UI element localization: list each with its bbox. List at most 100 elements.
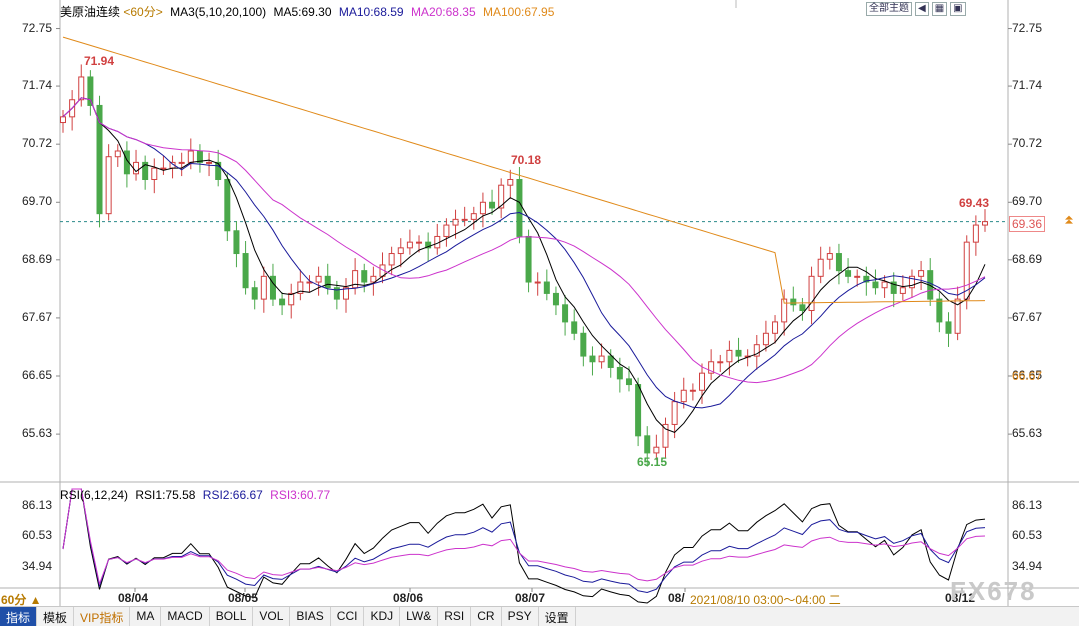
- ma100-tag: 66.67: [1012, 369, 1043, 383]
- settings-icon[interactable]: ▣: [950, 2, 966, 16]
- indicator-tab[interactable]: CR: [471, 607, 502, 626]
- candle-body: [562, 304, 569, 323]
- grid-icon[interactable]: ▦: [931, 2, 948, 16]
- rsi-legend: RSI(6,12,24) RSI1:75.58 RSI2:66.67 RSI3:…: [60, 488, 334, 502]
- indicator-tab[interactable]: RSI: [438, 607, 472, 626]
- high-annotation-3: 69.43: [959, 196, 990, 210]
- nav-left-icon[interactable]: ◀: [915, 2, 929, 16]
- candle-body: [680, 389, 687, 403]
- candle-body: [470, 213, 477, 220]
- indicator-tab[interactable]: CCI: [331, 607, 365, 626]
- price-tick-label-right: 70.72: [1012, 136, 1043, 151]
- candle-body: [498, 184, 505, 209]
- price-tick-label-right: 67.67: [1012, 309, 1043, 324]
- indicator-tab[interactable]: BIAS: [290, 607, 331, 626]
- candle-body: [142, 161, 149, 180]
- symbol-label[interactable]: 美原油连续: [60, 5, 121, 19]
- candle-body: [625, 378, 632, 386]
- price-tick-label-right: 71.74: [1012, 78, 1043, 93]
- indicator-tab[interactable]: MACD: [161, 607, 210, 626]
- price-tick-label: 67.67: [22, 309, 53, 324]
- ma5-line: [62, 97, 986, 433]
- candle-body: [890, 281, 897, 294]
- indicator-tab[interactable]: 设置: [539, 607, 576, 626]
- candle-body: [662, 423, 669, 448]
- price-chart[interactable]: [0, 0, 1079, 606]
- candle-body: [826, 253, 833, 260]
- date-tick-label: 08/07: [515, 591, 546, 605]
- current-price-tag: 69.36: [1009, 216, 1046, 232]
- candle-body: [607, 355, 614, 368]
- candle-body: [790, 298, 797, 306]
- indicator-tab[interactable]: MA: [130, 607, 162, 626]
- rsi1-line: [62, 488, 986, 604]
- theme-select-button[interactable]: 全部主题: [866, 2, 912, 16]
- date-tick-label: 08/12: [945, 591, 976, 605]
- rsi1-value: RSI1:75.58: [135, 488, 196, 502]
- candle-body: [160, 167, 167, 170]
- candle-body: [726, 349, 733, 363]
- candle-body: [817, 258, 824, 277]
- price-tick-label: 71.74: [22, 78, 53, 93]
- indicator-tab[interactable]: 模板: [37, 607, 75, 626]
- period-label[interactable]: <60分>: [123, 5, 163, 19]
- candle-body: [242, 253, 249, 289]
- indicator-tab[interactable]: LW&: [400, 607, 439, 626]
- price-tick-label-right: 69.70: [1012, 194, 1043, 209]
- period-button[interactable]: 60分 ▲: [1, 593, 42, 607]
- candle-body: [954, 298, 961, 334]
- candle-body: [96, 104, 103, 215]
- candle-body: [452, 218, 459, 226]
- price-tick-label: 68.69: [22, 251, 53, 266]
- candle-body: [635, 384, 642, 437]
- rsi-tick-label-right: 60.53: [1012, 528, 1043, 543]
- candle-body: [87, 76, 94, 106]
- candle-body: [580, 332, 587, 357]
- candle-body: [123, 150, 130, 175]
- candle-body: [251, 287, 258, 300]
- indicator-tab[interactable]: VIP指标: [74, 607, 131, 626]
- rsi-tick-label-right: 86.13: [1012, 497, 1043, 512]
- candle-body: [297, 281, 304, 294]
- candle-body: [589, 355, 596, 363]
- candle-body: [936, 298, 943, 323]
- chart-legend: 美原油连续 <60分> MA3(5,10,20,100) MA5:69.30 M…: [60, 3, 558, 20]
- candle-body: [479, 201, 486, 215]
- ma10-value: MA10:68.59: [338, 5, 404, 19]
- candle-body: [653, 446, 660, 454]
- candle-body: [516, 178, 523, 237]
- candle-body: [507, 178, 514, 186]
- chart-toolbar: 全部主题 ◀ ▦ ▣: [866, 2, 966, 16]
- indicator-tab[interactable]: BOLL: [210, 607, 254, 626]
- candle-body: [288, 292, 295, 306]
- candle-body: [945, 321, 952, 334]
- candle-body: [206, 161, 213, 164]
- rsi-tick-label: 34.94: [22, 559, 53, 574]
- indicator-tab[interactable]: 指标: [0, 607, 38, 626]
- candle-body: [224, 178, 231, 232]
- candle-body: [699, 372, 706, 391]
- ma5-value: MA5:69.30: [273, 5, 332, 19]
- rsi-title[interactable]: RSI(6,12,24): [60, 488, 129, 502]
- candle-body: [461, 218, 468, 221]
- rsi2-value: RSI2:66.67: [202, 488, 263, 502]
- date-tick-label: 08/04: [118, 591, 149, 605]
- candle-body: [388, 253, 395, 266]
- indicator-tab[interactable]: PSY: [502, 607, 539, 626]
- candle-body: [781, 298, 788, 323]
- candle-body: [279, 298, 286, 306]
- indicator-tab[interactable]: VOL: [253, 607, 291, 626]
- indicator-tab[interactable]: KDJ: [364, 607, 401, 626]
- ma-config-label[interactable]: MA3(5,10,20,100): [170, 5, 267, 19]
- arrow-up-icon: [1065, 219, 1073, 224]
- rsi2-line: [62, 488, 986, 594]
- candle-body: [534, 281, 541, 284]
- ma100-line: [62, 36, 986, 304]
- price-tick-label-right: 65.63: [1012, 426, 1043, 441]
- high-annotation-1: 71.94: [84, 54, 115, 68]
- high-annotation-2: 70.18: [511, 153, 542, 167]
- candle-body: [918, 270, 925, 277]
- candle-body: [269, 275, 276, 300]
- price-tick-label: 66.65: [22, 368, 53, 382]
